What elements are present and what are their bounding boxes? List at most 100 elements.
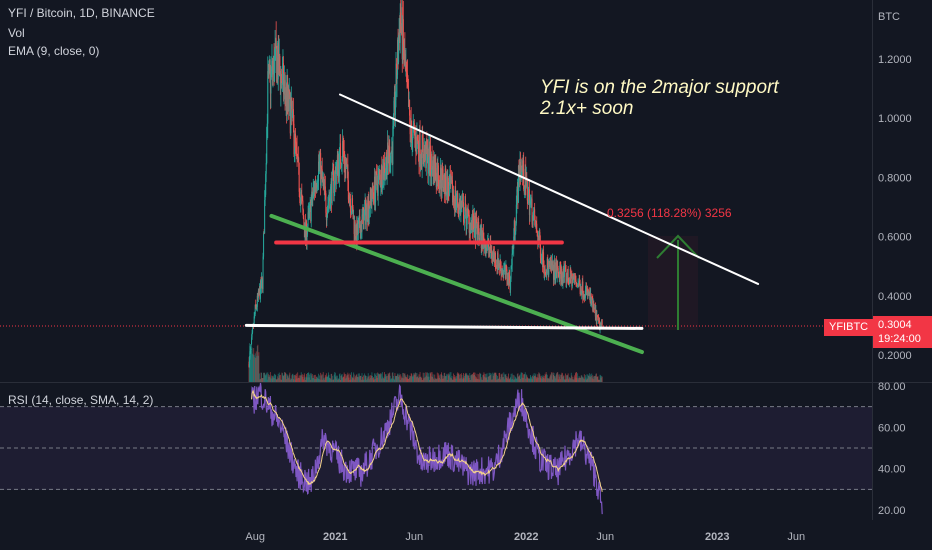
volume-bar: [349, 373, 351, 382]
candle-body: [506, 280, 508, 285]
candle-body: [594, 307, 596, 309]
volume-bar: [427, 376, 429, 382]
volume-bar: [422, 372, 424, 382]
candle-body: [581, 281, 583, 292]
candle-body: [507, 273, 509, 285]
volume-bar: [489, 372, 491, 382]
ema-legend[interactable]: EMA (9, close, 0): [8, 44, 100, 58]
candle-body: [300, 194, 302, 197]
candle-body: [330, 181, 332, 187]
candle-body: [528, 189, 530, 215]
volume-bar: [505, 373, 507, 382]
volume-bar: [271, 375, 273, 382]
candle-body: [391, 146, 393, 152]
candle-body: [485, 247, 487, 256]
candle-body: [286, 87, 288, 112]
candle-body: [418, 152, 420, 165]
volume-bar: [533, 376, 535, 382]
candle-body: [348, 196, 350, 202]
candle-body: [413, 123, 415, 131]
volume-bar: [491, 379, 493, 382]
candle-body: [467, 208, 469, 210]
candle-body: [596, 315, 598, 317]
volume-bar: [568, 379, 570, 382]
candle-body: [430, 145, 432, 170]
candle-body: [270, 71, 272, 94]
candle-body: [539, 243, 541, 258]
volume-bar: [505, 377, 507, 382]
volume-bar: [553, 372, 555, 382]
candle-body: [554, 262, 556, 265]
volume-bar: [290, 378, 292, 382]
volume-bar: [599, 374, 601, 382]
candle-body: [586, 288, 588, 291]
candle-body: [317, 181, 319, 185]
candle-body: [507, 273, 509, 286]
rsi-legend[interactable]: RSI (14, close, SMA, 14, 2): [8, 393, 154, 407]
annotation-line-1[interactable]: YFI is on the 2major support: [540, 77, 779, 98]
volume-bar: [599, 379, 601, 382]
candle-body: [539, 232, 541, 244]
symbol-title[interactable]: YFI / Bitcoin, 1D, BINANCE: [8, 6, 155, 20]
candle-body: [408, 88, 410, 107]
volume-bar: [369, 375, 371, 382]
candle-body: [273, 56, 275, 68]
volume-bar: [535, 373, 537, 382]
candle-body: [537, 236, 539, 245]
volume-bar: [535, 376, 537, 382]
candle-body: [437, 165, 439, 185]
volume-bar: [456, 373, 458, 382]
candle-body: [274, 46, 276, 57]
volume-bar: [359, 375, 361, 382]
candle-body: [253, 316, 255, 325]
descending-resistance-line[interactable]: [338, 93, 760, 285]
vol-legend[interactable]: Vol: [8, 26, 25, 40]
candle-body: [285, 87, 287, 101]
volume-bar: [346, 374, 348, 382]
candle-body: [551, 261, 553, 266]
candle-body: [279, 56, 281, 73]
candle-body: [258, 290, 260, 295]
volume-bar: [543, 375, 545, 382]
volume-bar: [268, 375, 270, 382]
volume-bar: [550, 375, 552, 382]
candle-body: [522, 160, 524, 176]
candle-body: [436, 167, 438, 188]
candle-body: [478, 221, 480, 234]
candle-body: [569, 269, 571, 280]
candle-body: [254, 304, 256, 315]
candle-body: [338, 161, 340, 177]
candle-body: [553, 264, 555, 280]
annotation-line-2[interactable]: 2.1x+ soon: [540, 98, 634, 119]
volume-bar: [584, 379, 586, 382]
volume-bar: [283, 374, 285, 382]
volume-bar: [542, 376, 544, 382]
candle-body: [479, 239, 481, 241]
candle-body: [380, 165, 382, 185]
volume-bar: [351, 376, 353, 382]
candle-body: [479, 232, 481, 241]
volume-bar: [392, 372, 394, 382]
volume-bar: [433, 379, 435, 382]
candle-body: [408, 99, 410, 107]
volume-bar: [486, 373, 488, 382]
volume-bar: [248, 356, 250, 382]
candle-body: [378, 172, 380, 176]
volume-bar: [267, 372, 269, 382]
volume-bar: [431, 376, 433, 382]
candle-body: [276, 57, 278, 82]
volume-bar: [377, 373, 379, 382]
candle-body: [422, 134, 424, 143]
candle-body: [571, 274, 573, 287]
volume-bar: [500, 379, 502, 382]
horizontal-support-white[interactable]: [244, 323, 644, 330]
candle-body: [445, 194, 447, 197]
trendline-drawings[interactable]: [244, 93, 760, 355]
candle-body: [578, 280, 580, 287]
volume-bar: [350, 379, 352, 382]
volume-bar: [326, 377, 328, 382]
volume-bar: [409, 375, 411, 382]
bar-countdown: 19:24:00: [878, 333, 921, 345]
volume-bar: [367, 373, 369, 382]
